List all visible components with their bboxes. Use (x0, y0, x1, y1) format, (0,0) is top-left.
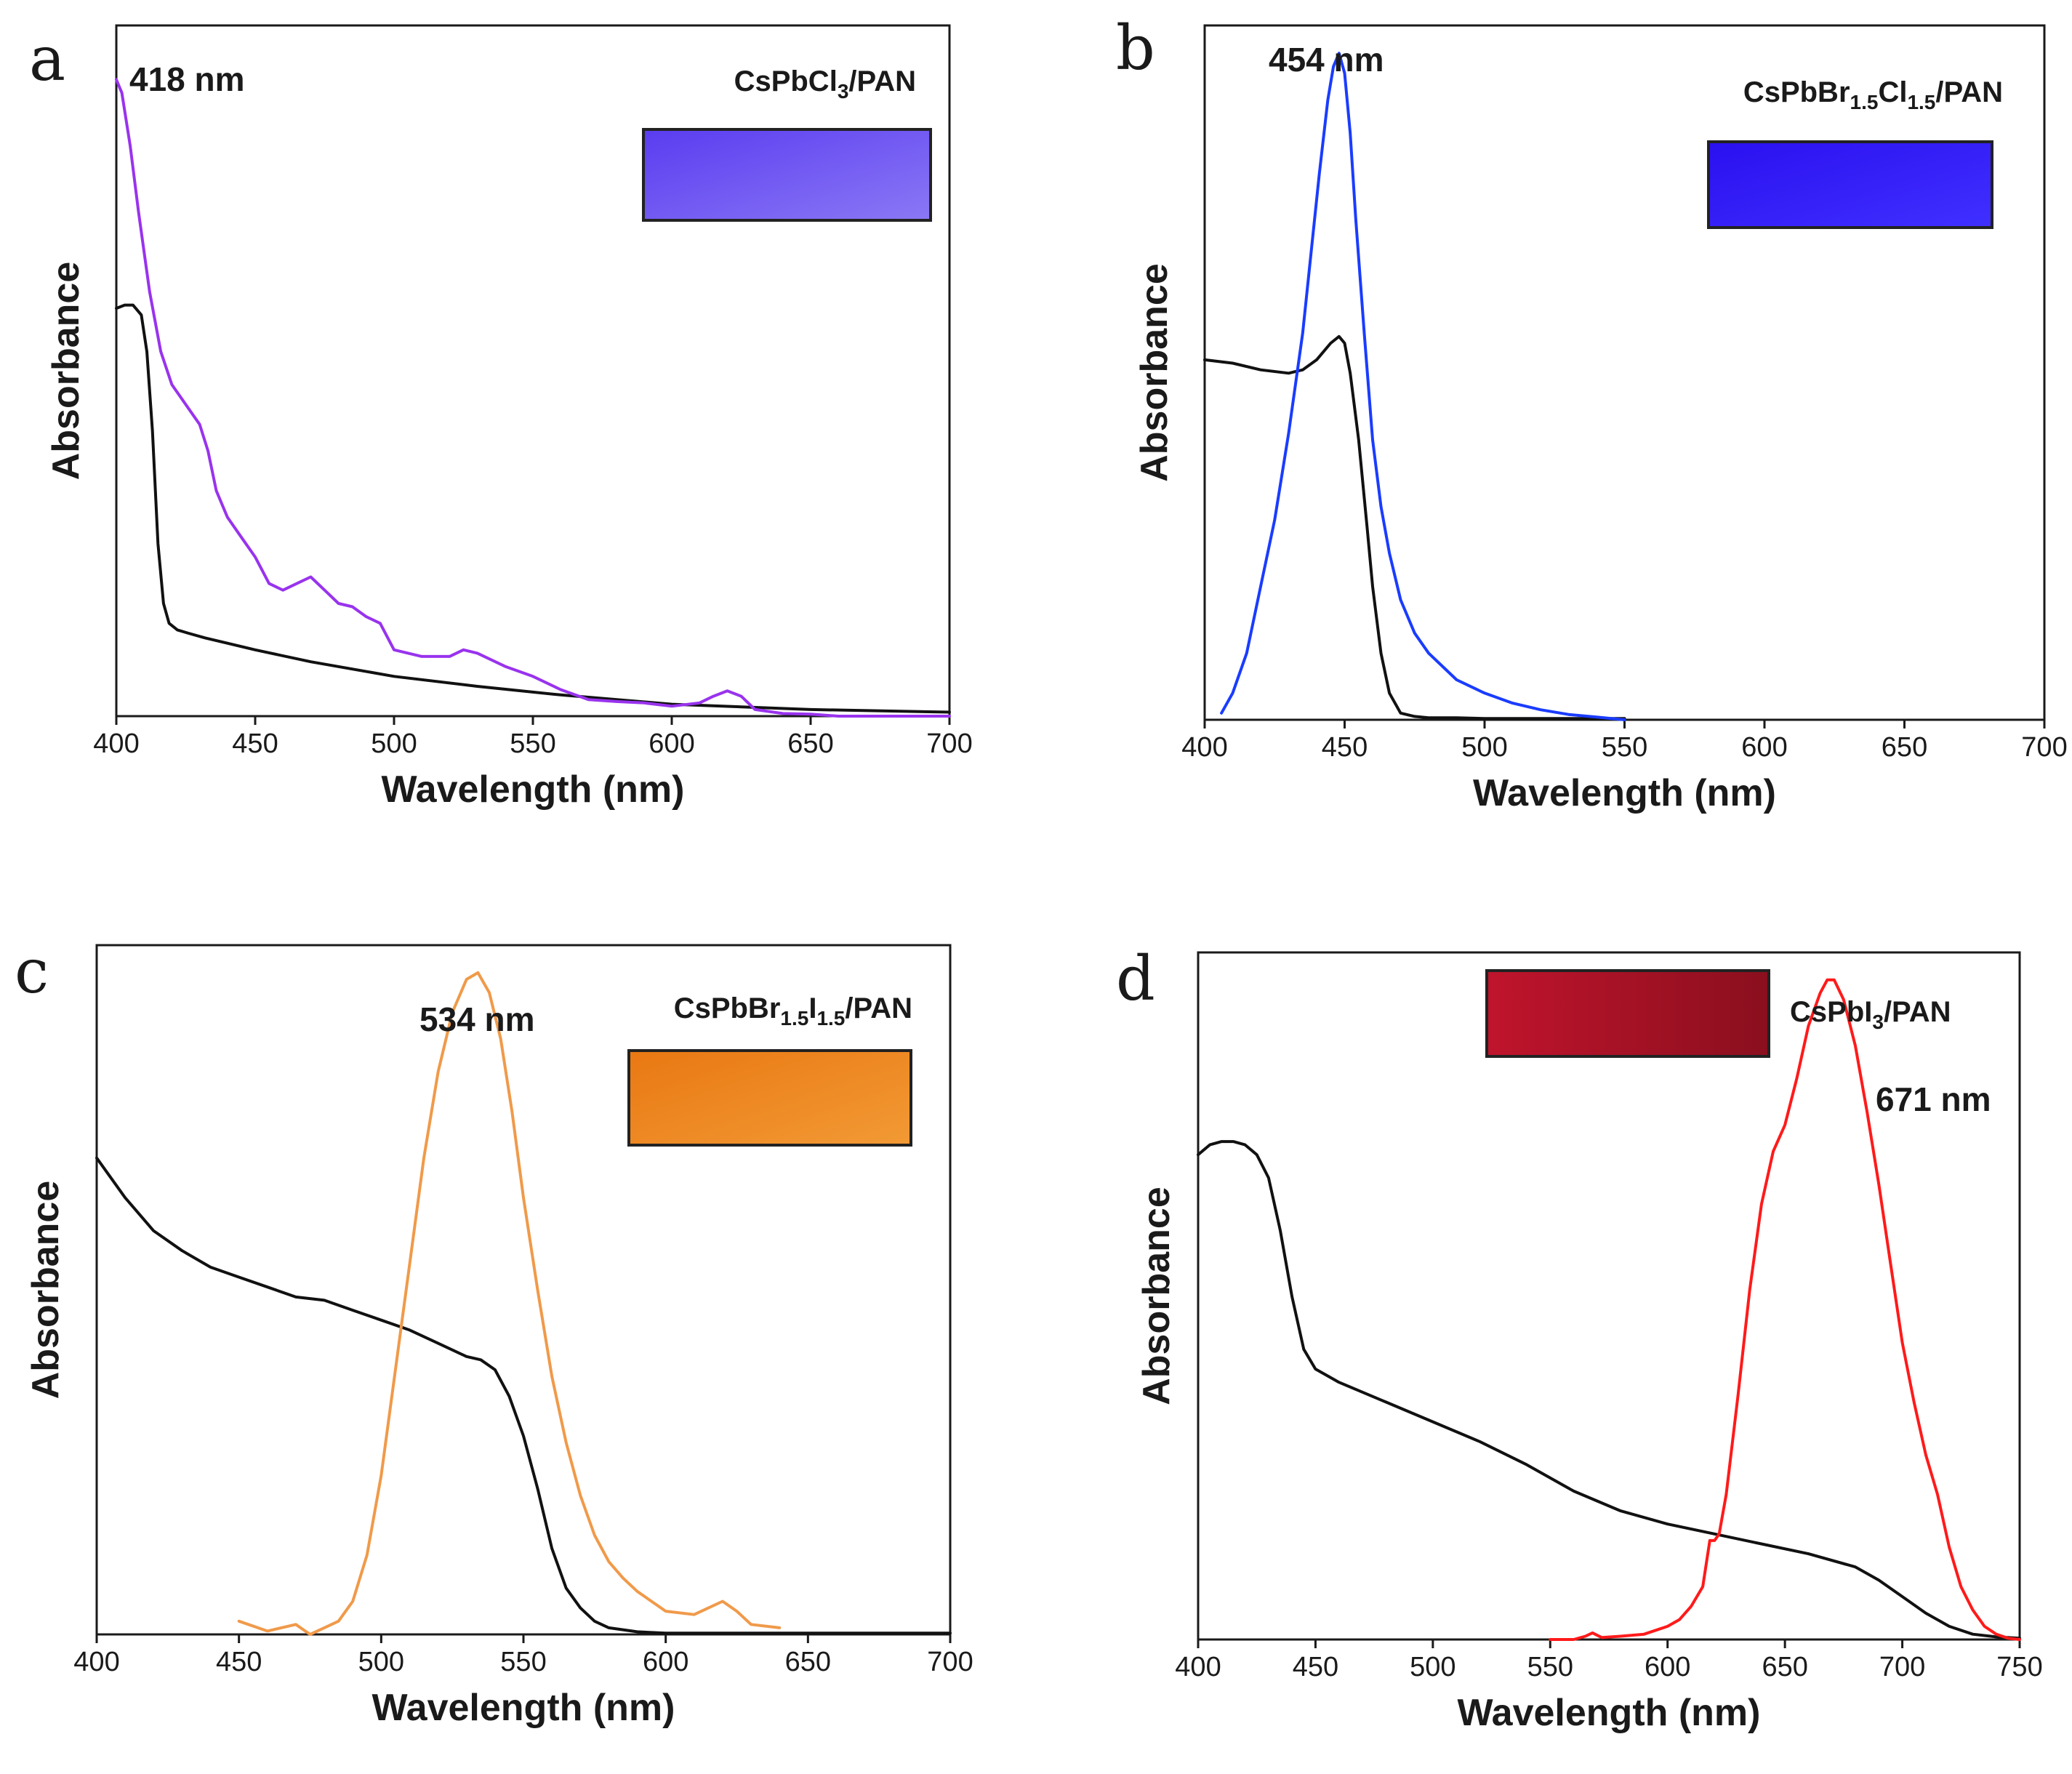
series-absorbance-b (1203, 334, 1626, 721)
series-absorbance-d (1197, 1140, 2021, 1640)
series-pl-b (1220, 52, 1626, 721)
x-tick-label-b-500: 500 (1461, 732, 1507, 763)
x-tick-label-d-600: 600 (1645, 1652, 1690, 1682)
x-tick-label-d-750: 750 (1996, 1652, 2042, 1682)
series-pl-d (1549, 978, 2021, 1641)
panel-letter-a: a (29, 23, 65, 95)
series-absorbance-a (115, 303, 951, 714)
series-pl-a (115, 78, 951, 718)
x-tick-label-b-400: 400 (1181, 732, 1227, 763)
x-tick-label-b-600: 600 (1741, 732, 1787, 763)
panel-letter-b: b (1116, 12, 1155, 84)
x-tick-label-d-450: 450 (1293, 1652, 1338, 1682)
sample-label-b: CsPbBr1.5Cl1.5/PAN (1743, 76, 2003, 113)
peak-label-d: 671 nm (1876, 1080, 1991, 1118)
x-tick-label-c-650: 650 (785, 1647, 831, 1677)
x-tick-label-d-500: 500 (1410, 1652, 1455, 1682)
y-axis-title-c: Absorbance (25, 1181, 67, 1400)
series-absorbance-c (95, 1156, 952, 1635)
peak-label-a: 418 nm (129, 60, 245, 98)
x-tick-label-d-650: 650 (1762, 1652, 1807, 1682)
x-tick-label-a-600: 600 (648, 729, 694, 759)
x-tick-label-a-500: 500 (371, 729, 417, 759)
sample-label-c: CsPbBr1.5I1.5/PAN (674, 992, 912, 1030)
sample-label-d: CsPbI3/PAN (1790, 996, 1951, 1033)
x-tick-label-c-700: 700 (927, 1647, 973, 1677)
x-axis-title-b: Wavelength (nm) (1473, 772, 1776, 814)
x-tick-label-c-500: 500 (358, 1647, 404, 1677)
x-tick-label-a-550: 550 (510, 729, 555, 759)
x-tick-label-c-600: 600 (643, 1647, 688, 1677)
x-tick-label-c-450: 450 (216, 1647, 262, 1677)
x-tick-label-b-700: 700 (2021, 732, 2067, 763)
x-axis-title-c: Wavelength (nm) (372, 1687, 675, 1729)
chart-panel-a: 400 450 500 550 600 650 700 Wavelength (nm) Abso… (45, 24, 973, 811)
x-tick-label-a-400: 400 (93, 729, 139, 759)
y-axis-title-a: Absorbance (45, 262, 87, 481)
film-photo-a (642, 128, 932, 222)
x-tick-label-a-700: 700 (926, 729, 972, 759)
panel-letter-c: c (15, 936, 49, 1007)
x-tick-label-a-650: 650 (787, 729, 833, 759)
y-axis-title-d: Absorbance (1136, 1187, 1178, 1405)
peak-label-b: 454 nm (1269, 41, 1384, 79)
peak-label-c: 534 nm (419, 1000, 535, 1038)
plot-frame-b (1203, 24, 2046, 721)
x-tick-label-a-450: 450 (232, 729, 278, 759)
plot-frame-c (95, 944, 952, 1636)
x-tick-label-d-400: 400 (1175, 1652, 1221, 1682)
film-photo-d (1485, 969, 1770, 1058)
film-photo-b (1707, 140, 1993, 229)
film-photo-c (627, 1049, 912, 1147)
x-tick-label-d-550: 550 (1527, 1652, 1573, 1682)
plot-frame-d (1197, 951, 2021, 1641)
x-tick-label-c-550: 550 (500, 1647, 546, 1677)
y-axis-title-b: Absorbance (1133, 263, 1176, 482)
sample-label-a: CsPbCl3/PAN (734, 65, 916, 103)
x-tick-label-c-400: 400 (73, 1647, 119, 1677)
x-tick-label-b-650: 650 (1882, 732, 1927, 763)
chart-panel-c: 400 450 500 550 600 650 700 Wavelength (nm) Abso… (25, 944, 973, 1729)
chart-panel-d: 400 450 500 550 600 650 700 750 Wavelength (nm) A… (1136, 951, 2043, 1734)
x-axis-title-a: Wavelength (nm) (382, 768, 685, 811)
series-pl-c (237, 971, 782, 1636)
chart-panel-b: 400 450 500 550 600 650 700 Wavelength (nm) Abso… (1133, 24, 2068, 814)
x-axis-title-d: Wavelength (nm) (1458, 1692, 1761, 1734)
panel-letter-d: d (1116, 943, 1155, 1014)
x-tick-label-b-450: 450 (1322, 732, 1368, 763)
x-tick-label-d-700: 700 (1879, 1652, 1925, 1682)
x-tick-label-b-550: 550 (1602, 732, 1647, 763)
